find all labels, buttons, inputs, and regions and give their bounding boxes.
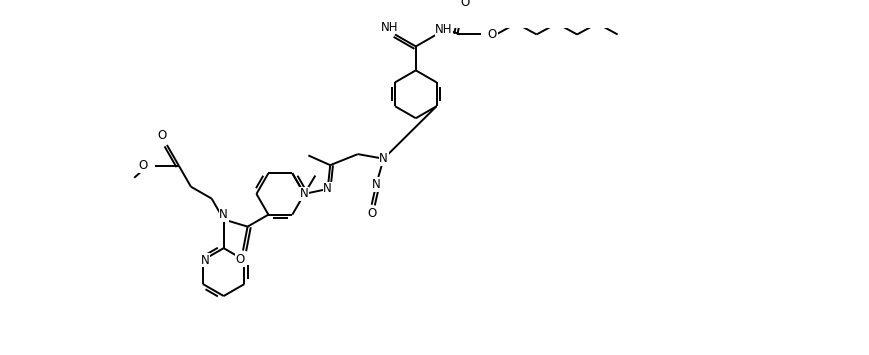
Text: O: O [235,253,244,266]
Text: N: N [371,178,380,191]
Text: O: O [488,28,496,41]
Text: O: O [157,129,167,142]
Text: O: O [367,207,375,220]
Text: NH: NH [381,21,398,34]
Text: N: N [379,152,388,165]
Text: N: N [200,253,209,267]
Text: N: N [323,182,332,196]
Text: N: N [219,208,228,221]
Text: NH: NH [434,23,452,36]
Text: N: N [300,187,308,201]
Text: O: O [138,159,148,172]
Text: O: O [460,0,469,9]
